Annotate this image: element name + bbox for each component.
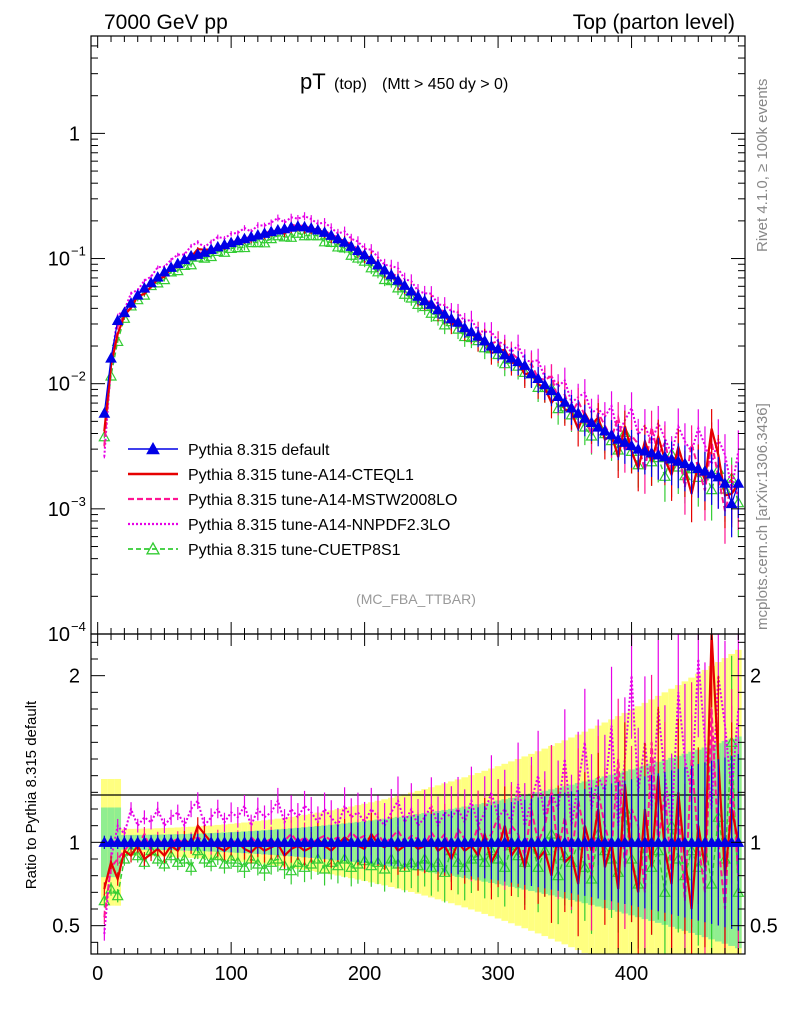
rivet-version-label: Rivet 4.1.0, ≥ 100k events — [754, 79, 771, 252]
legend-entry-default: Pythia 8.315 default — [128, 441, 330, 459]
data-point — [452, 322, 465, 334]
y-tick-exponent: −2 — [71, 369, 86, 384]
ratio-data-point — [291, 856, 304, 867]
ratio-series-line — [103, 708, 740, 918]
y-tick-exponent: −3 — [71, 494, 86, 509]
y-tick-label: 10 — [48, 249, 70, 271]
plot-title-sub: (top) — [334, 76, 367, 93]
analysis-label: (MC_FBA_TTBAR) — [356, 591, 476, 607]
ratio-data-point — [185, 861, 198, 872]
x-axis-ticks: 0 100 200 300 400 — [92, 36, 739, 985]
data-point — [371, 265, 384, 277]
data-point — [318, 235, 331, 247]
header-left-label: 7000 GeV pp — [104, 11, 228, 34]
series-cuetp8 — [98, 227, 745, 538]
plot-title-main: pT — [300, 69, 326, 94]
x-tick-label: 0 — [92, 963, 103, 985]
main-panel: 110−110−210−310−4 pT (top) (Mtt > 450 dy… — [48, 35, 746, 646]
legend-marker — [146, 441, 160, 455]
ratio-series-line — [103, 658, 740, 935]
ratio-data-point — [271, 852, 284, 864]
x-tick-label: 300 — [481, 963, 514, 985]
data-point — [405, 291, 418, 303]
ratio-data-point — [225, 852, 238, 864]
ratio-data-point — [438, 866, 451, 877]
x-tick-label: 100 — [214, 963, 247, 985]
legend-label: Pythia 8.315 tune-A14-MSTW2008LO — [188, 492, 457, 509]
ratio-tick-label-right: 2 — [750, 666, 761, 688]
ratio-data-point — [311, 852, 324, 864]
ratio-data-point — [111, 889, 124, 901]
ratio-data-point — [138, 856, 151, 867]
ratio-y-axis-label: Ratio to Pythia 8.315 default — [23, 700, 40, 889]
legend-label: Pythia 8.315 tune-CUETP8S1 — [188, 542, 401, 559]
ratio-tick-label-right: 1 — [750, 832, 761, 854]
legend-entry-cuetp8: Pythia 8.315 tune-CUETP8S1 — [128, 541, 401, 559]
ratio-tick-label: 2 — [69, 666, 80, 688]
mcplots-label: mcplots.cern.ch [arXiv:1306.3436] — [754, 403, 771, 630]
x-tick-label: 400 — [615, 963, 648, 985]
y-tick-exponent: −4 — [71, 619, 86, 634]
data-point — [185, 258, 198, 270]
plot-title-cut: (Mtt > 450 dy > 0) — [382, 76, 508, 93]
ratio-data-point — [378, 862, 391, 874]
ratio-data-point — [158, 857, 171, 869]
series-line — [103, 215, 740, 490]
series-default — [98, 220, 745, 538]
data-point — [291, 227, 304, 238]
ratio-tick-label: 1 — [69, 832, 80, 854]
data-point — [178, 259, 191, 270]
ratio-axis-ticks: 0.5 0.5 1 1 2 2 — [52, 641, 778, 943]
data-point — [732, 477, 745, 488]
header-right-label: Top (parton level) — [573, 11, 735, 34]
ratio-data-point — [165, 849, 178, 861]
x-tick-label: 200 — [348, 963, 381, 985]
legend-label: Pythia 8.315 tune-A14-NNPDF2.3LO — [188, 517, 450, 534]
ratio-data-point — [371, 856, 384, 867]
ratio-data-point — [191, 844, 204, 856]
legend-entry-cteql1: Pythia 8.315 tune-A14-CTEQL1 — [128, 467, 414, 484]
y-tick-label: 1 — [69, 123, 80, 145]
ratio-data-point — [151, 852, 164, 864]
legend-label: Pythia 8.315 tune-A14-CTEQL1 — [188, 467, 414, 484]
ratio-data-point — [238, 861, 251, 872]
y-tick-label: 10 — [48, 374, 70, 396]
y-tick-label: 10 — [48, 499, 70, 521]
ratio-series-group — [98, 633, 745, 954]
ratio-data-point — [251, 857, 264, 869]
ratio-panel: 0.5 0.5 1 1 2 2 Ratio to Pythia 8.315 default — [23, 633, 778, 955]
ratio-data-point — [211, 849, 224, 861]
ratio-data-point — [338, 852, 351, 864]
ratio-tick-label-right: 0.5 — [750, 916, 778, 938]
legend-label: Pythia 8.315 default — [188, 442, 330, 459]
legend-entry-nnpdf: Pythia 8.315 tune-A14-NNPDF2.3LO — [128, 517, 450, 534]
y-tick-label: 10 — [48, 624, 70, 646]
ratio-data-point — [131, 849, 144, 861]
y-tick-exponent: −1 — [71, 244, 86, 259]
legend: Pythia 8.315 default Pythia 8.315 tune-A1… — [128, 441, 457, 559]
ratio-data-point — [178, 852, 191, 864]
ratio-data-point — [318, 862, 331, 874]
ratio-data-point — [285, 864, 298, 876]
ratio-tick-label: 0.5 — [52, 916, 80, 938]
series-line — [103, 225, 739, 506]
ratio-data-point — [258, 862, 271, 874]
main-series-group — [98, 212, 745, 544]
ratio-data-point — [198, 852, 211, 864]
legend-marker — [145, 541, 161, 555]
legend-entry-mstw: Pythia 8.315 tune-A14-MSTW2008LO — [128, 492, 457, 509]
ratio-series-default — [98, 754, 745, 931]
ratio-data-point — [278, 859, 291, 871]
main-axis-ticks: 110−110−210−310−4 — [48, 35, 745, 646]
